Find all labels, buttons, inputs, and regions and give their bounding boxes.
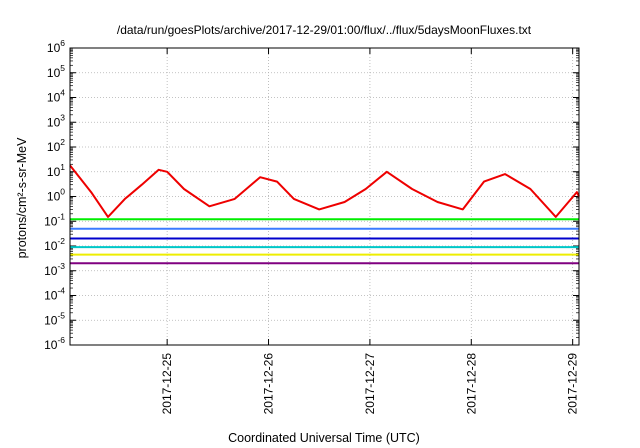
x-tick-label: 2017-12-27	[363, 353, 377, 415]
y-tick-label: 10-5	[44, 310, 65, 327]
y-tick-label: 10-4	[44, 286, 65, 303]
y-tick-label: 102	[47, 137, 65, 154]
y-tick-label-exponent: 3	[60, 112, 65, 122]
y-tick-label-exponent: -1	[57, 211, 65, 221]
y-tick-label-base: 10	[44, 313, 58, 327]
y-tick-label-exponent: -3	[57, 261, 65, 271]
y-tick-label: 106	[47, 38, 65, 55]
y-tick-label-base: 10	[47, 91, 61, 105]
y-tick-label-base: 10	[44, 214, 58, 228]
y-tick-label: 10-1	[44, 211, 65, 228]
y-tick-label-base: 10	[47, 165, 61, 179]
series-group	[69, 164, 580, 265]
y-tick-label: 105	[47, 63, 65, 80]
y-tick-label-base: 10	[44, 264, 58, 278]
y-tick-label: 100	[47, 187, 65, 204]
y-tick-label-exponent: 6	[60, 38, 65, 48]
y-tick-label-exponent: 4	[60, 88, 65, 98]
x-tick-label: 2017-12-29	[566, 353, 580, 415]
y-tick-label: 10-6	[44, 335, 65, 352]
y-tick-label-exponent: -2	[57, 236, 65, 246]
x-tick-label: 2017-12-25	[160, 353, 174, 415]
axis-ticks: 10-610-510-410-310-210-11001011021031041…	[44, 38, 580, 414]
y-tick-label-exponent: 2	[60, 137, 65, 147]
y-tick-label-base: 10	[44, 338, 58, 352]
y-tick-label: 103	[47, 112, 65, 129]
y-tick-label-exponent: -5	[57, 310, 65, 320]
y-tick-label: 101	[47, 162, 65, 179]
y-tick-label: 10-3	[44, 261, 65, 278]
x-tick-label: 2017-12-28	[464, 353, 478, 415]
y-tick-label-base: 10	[47, 140, 61, 154]
plot-frame	[69, 47, 580, 346]
y-tick-label-base: 10	[47, 41, 61, 55]
y-tick-label-exponent: -6	[57, 335, 65, 345]
y-tick-label-base: 10	[44, 289, 58, 303]
y-tick-label-exponent: -4	[57, 286, 65, 296]
y-axis-label: protons/cm²-s-sr-MeV	[15, 137, 29, 259]
y-tick-label-base: 10	[44, 239, 58, 253]
y-tick-label-base: 10	[47, 190, 61, 204]
chart-title: /data/run/goesPlots/archive/2017-12-29/0…	[117, 23, 532, 37]
x-axis-label: Coordinated Universal Time (UTC)	[228, 431, 420, 445]
y-tick-label-exponent: 0	[60, 187, 65, 197]
y-tick-label: 10-2	[44, 236, 65, 253]
grid	[70, 48, 579, 345]
y-tick-label-exponent: 5	[60, 63, 65, 73]
y-tick-label-exponent: 1	[60, 162, 65, 172]
y-tick-label-base: 10	[47, 115, 61, 129]
y-tick-label: 104	[47, 88, 65, 105]
x-tick-label: 2017-12-26	[262, 353, 276, 415]
y-tick-label-base: 10	[47, 66, 61, 80]
series-line-0	[69, 164, 580, 218]
